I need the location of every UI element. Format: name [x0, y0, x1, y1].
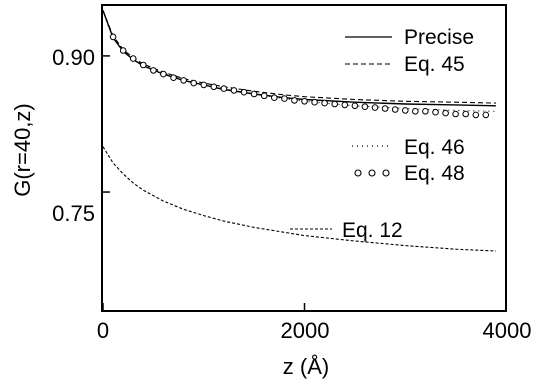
series-eq48-point-17 [281, 95, 288, 102]
legend-label-eq12: Eq. 12 [342, 219, 403, 242]
series-eq48-point-24 [351, 102, 359, 110]
series-eq48-point-20 [311, 98, 318, 106]
series-eq48-point-34 [452, 110, 459, 118]
series-eq48-point-3 [140, 61, 147, 69]
series-eq48 [109, 33, 490, 119]
series-eq48-point-12 [230, 87, 238, 94]
series-eq48-point-25 [361, 103, 369, 110]
legend-label-eq48: Eq. 48 [404, 162, 465, 185]
series-eq48-point-10 [210, 83, 218, 91]
series-eq12-line [102, 146, 496, 252]
series-eq48-point-29 [402, 107, 409, 114]
series-eq48-point-26 [371, 104, 379, 111]
legend-marker-eq48-a [354, 169, 362, 177]
series-eq48-point-23 [341, 101, 349, 109]
legend-label-eq46: Eq. 46 [404, 136, 465, 159]
series-eq48-point-35 [462, 110, 470, 118]
series-eq48-point-13 [240, 88, 248, 96]
series-eq48-point-21 [321, 99, 328, 107]
series-eq48-point-30 [412, 108, 419, 115]
series-eq48-point-11 [220, 85, 228, 92]
series-eq48-point-37 [482, 111, 490, 119]
series-eq48-point-14 [250, 90, 258, 98]
series-eq48-point-0 [109, 33, 117, 41]
series-eq48-point-33 [442, 109, 449, 117]
x-tick-label-1: 2000 [281, 318, 330, 343]
series-eq48-point-6 [170, 74, 177, 81]
series-eq48-point-15 [260, 92, 268, 100]
series-eq48-point-28 [391, 106, 399, 113]
legend-marker-eq48-b [368, 169, 376, 177]
series-eq48-point-7 [180, 77, 187, 84]
series-eq48-point-22 [331, 100, 339, 108]
series-eq48-point-5 [160, 70, 167, 78]
axis-ticks [102, 55, 507, 310]
legend-label-eq45: Eq. 45 [404, 53, 465, 76]
y-axis-title: G(r=40,z) [10, 103, 35, 197]
legend-label-precise: Precise [404, 26, 474, 49]
series-eq48-point-18 [291, 97, 298, 104]
x-axis-title: z (Å) [283, 354, 329, 379]
series-eq48-point-1 [119, 47, 127, 54]
y-tick-label-1: 0.90 [52, 45, 95, 70]
legend-marker-eq48-c [382, 169, 390, 177]
series-eq48-point-31 [422, 108, 429, 115]
series-eq48-point-4 [150, 67, 157, 74]
series-eq48-point-32 [432, 108, 439, 116]
legend: Precise Eq. 45 Eq. 46 Eq. 48 Eq. 12 [290, 26, 474, 242]
series-eq48-point-9 [200, 81, 208, 89]
series-eq48-point-2 [129, 55, 137, 62]
x-tick-label-0: 0 [97, 318, 109, 343]
series-eq48-point-16 [271, 94, 278, 101]
plot-frame [101, 4, 507, 312]
series-eq48-point-19 [301, 98, 308, 105]
series-eq48-point-36 [472, 111, 480, 119]
series-eq48-point-8 [190, 79, 197, 87]
x-tick-label-2: 4000 [483, 318, 532, 343]
series-eq48-point-27 [381, 105, 389, 112]
y-tick-label-0: 0.75 [52, 201, 95, 226]
series-layer [102, 10, 496, 252]
